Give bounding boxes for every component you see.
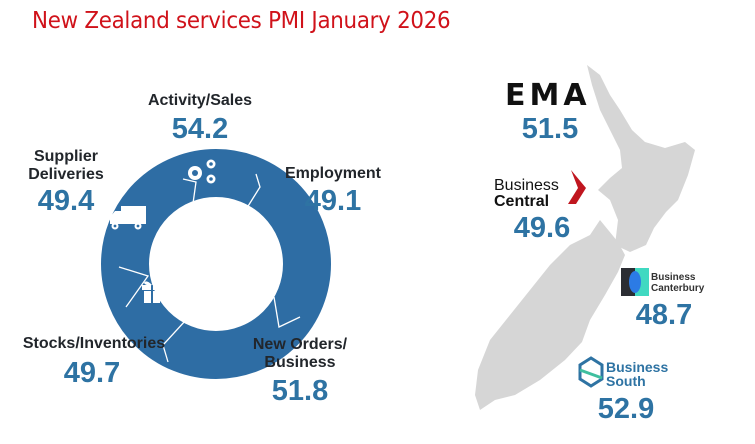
ema-logo: EMA <box>505 78 591 113</box>
value-activity-sales: 54.2 <box>171 113 229 145</box>
business-south-logo: Business South <box>578 356 668 393</box>
value-business-central: 49.6 <box>513 212 571 244</box>
people-icon <box>247 232 279 252</box>
nz-map <box>475 65 695 410</box>
cart-icon <box>227 292 257 317</box>
business-central-chevron-icon <box>568 170 586 204</box>
business-south-icon <box>578 356 604 388</box>
value-new-orders: 51.8 <box>271 375 329 407</box>
value-business-south: 52.9 <box>597 393 655 425</box>
label-activity-sales: Activity/Sales <box>147 92 253 109</box>
truck-icon <box>110 206 146 230</box>
business-central-logo: Business Central <box>494 177 559 210</box>
label-new-orders: New Orders/Business <box>252 336 348 371</box>
gift-icon <box>142 281 162 303</box>
page-title: New Zealand services PMI January 2026 <box>32 8 451 34</box>
business-canterbury-icon <box>621 268 649 296</box>
business-canterbury-logo: Business Canterbury <box>621 268 704 301</box>
value-stocks-inventories: 49.7 <box>63 357 121 389</box>
value-employment: 49.1 <box>304 185 362 217</box>
label-supplier-deliveries: Supplier Deliveries <box>28 148 104 183</box>
value-business-canterbury: 48.7 <box>635 299 693 331</box>
label-stocks-inventories: Stocks/Inventories <box>22 335 166 352</box>
index-ring <box>101 149 331 379</box>
value-ema: 51.5 <box>521 113 579 145</box>
label-employment: Employment <box>284 165 381 182</box>
value-supplier-deliveries: 49.4 <box>37 185 95 217</box>
gears-icon <box>188 159 216 184</box>
